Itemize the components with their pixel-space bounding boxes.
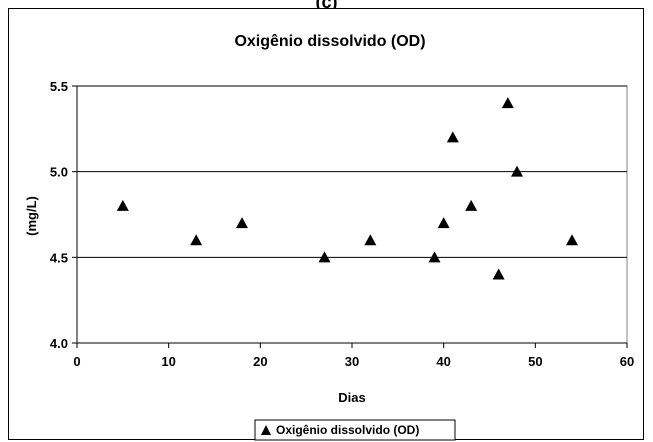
x-tick-label: 50 <box>528 354 542 369</box>
data-point-triangle <box>446 131 459 143</box>
data-point-triangle <box>511 165 523 177</box>
y-axis-label: (mg/L) <box>24 196 39 236</box>
x-tick-label: 0 <box>73 354 80 369</box>
data-point-triangle <box>364 234 377 246</box>
x-tick-label: 40 <box>436 354 450 369</box>
data-point-triangle <box>501 97 514 109</box>
data-point-triangle <box>428 251 441 263</box>
data-point-triangle <box>492 268 505 280</box>
chart-title: Oxigênio dissolvido (OD) <box>234 33 425 50</box>
y-tick-label: 4.5 <box>50 250 68 265</box>
legend: Oxigênio dissolvido (OD) <box>254 419 456 441</box>
plot-area <box>76 85 628 344</box>
data-point-triangle <box>566 234 578 246</box>
data-point-triangle <box>190 234 203 246</box>
legend-marker-triangle <box>261 425 271 435</box>
y-tick-label: 5.0 <box>50 165 68 180</box>
y-tick-label: 5.5 <box>50 79 68 94</box>
x-tick-label: 30 <box>345 354 359 369</box>
data-point-triangle <box>116 199 129 211</box>
data-point-triangle <box>437 217 450 229</box>
x-axis-label: Dias <box>338 390 365 405</box>
data-point-triangle <box>236 217 248 229</box>
gridlines <box>77 85 627 258</box>
data-point-triangle <box>465 199 478 211</box>
data-point-triangle <box>318 251 331 263</box>
y-tick-label: 4.0 <box>50 336 68 351</box>
x-tick-label: 60 <box>620 354 634 369</box>
y-axis-ticks: 4.0 4.5 5.0 5.5 <box>50 79 77 351</box>
legend-entry-label: Oxigênio dissolvido (OD) <box>276 423 419 437</box>
x-axis-ticks: 0 10 20 30 40 50 60 <box>73 343 634 369</box>
data-points <box>116 97 578 280</box>
x-tick-label: 10 <box>161 354 175 369</box>
legend-box <box>254 419 456 441</box>
x-tick-label: 20 <box>253 354 267 369</box>
